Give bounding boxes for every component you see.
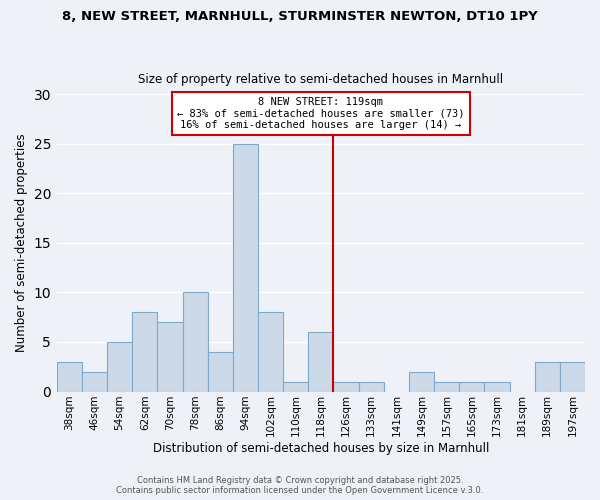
Bar <box>409 372 434 392</box>
Bar <box>283 382 308 392</box>
Text: 8 NEW STREET: 119sqm
← 83% of semi-detached houses are smaller (73)
16% of semi-: 8 NEW STREET: 119sqm ← 83% of semi-detac… <box>177 97 464 130</box>
Bar <box>434 382 459 392</box>
Text: Contains HM Land Registry data © Crown copyright and database right 2025.
Contai: Contains HM Land Registry data © Crown c… <box>116 476 484 495</box>
Bar <box>82 372 107 392</box>
Bar <box>535 362 560 392</box>
Bar <box>132 312 157 392</box>
Text: 8, NEW STREET, MARNHULL, STURMINSTER NEWTON, DT10 1PY: 8, NEW STREET, MARNHULL, STURMINSTER NEW… <box>62 10 538 23</box>
Y-axis label: Number of semi-detached properties: Number of semi-detached properties <box>15 134 28 352</box>
Bar <box>57 362 82 392</box>
Bar <box>107 342 132 392</box>
Bar <box>258 312 283 392</box>
Bar <box>459 382 484 392</box>
Title: Size of property relative to semi-detached houses in Marnhull: Size of property relative to semi-detach… <box>139 73 503 86</box>
Bar <box>182 292 208 392</box>
Bar <box>308 332 334 392</box>
Bar <box>359 382 384 392</box>
Bar <box>233 144 258 392</box>
Bar <box>208 352 233 392</box>
Bar <box>484 382 509 392</box>
X-axis label: Distribution of semi-detached houses by size in Marnhull: Distribution of semi-detached houses by … <box>152 442 489 455</box>
Bar <box>334 382 359 392</box>
Bar <box>157 322 182 392</box>
Bar <box>560 362 585 392</box>
